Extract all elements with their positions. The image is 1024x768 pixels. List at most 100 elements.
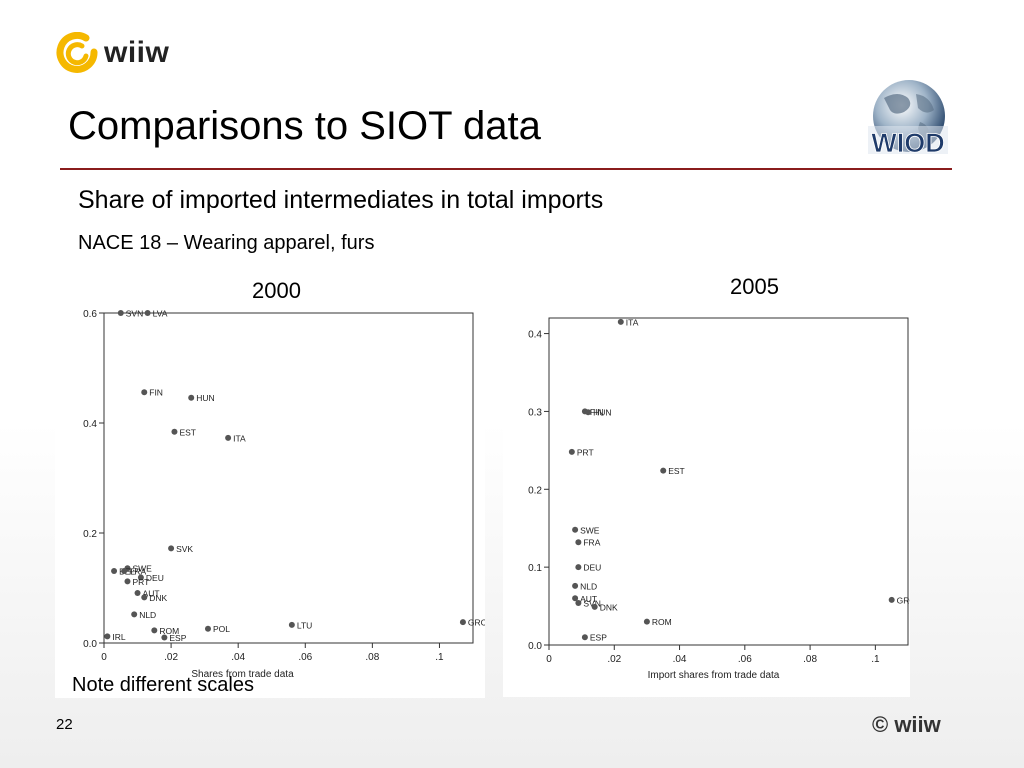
y-tick-label-2000: 0.0 <box>83 639 97 650</box>
point-label-hun-2000: HUN <box>196 393 214 403</box>
point-rom-2005 <box>643 618 650 625</box>
point-pol-2000 <box>204 625 211 632</box>
page-number: 22 <box>56 716 73 733</box>
x-tick-label-2005: .04 <box>673 654 687 665</box>
point-label-fin-2005: FIN <box>590 407 604 417</box>
point-fin-2000 <box>141 389 148 396</box>
sector-label: NACE 18 – Wearing apparel, furs <box>78 232 375 254</box>
point-label-ltu-2000: LTU <box>297 620 312 630</box>
point-label-ita-2005: ITA <box>626 317 639 327</box>
point-label-lva-2000: LVA <box>153 309 168 319</box>
x-tick-label-2005: .1 <box>871 654 880 665</box>
y-tick-label-2005: 0.0 <box>528 641 542 652</box>
wiiw-logo-text: wiiw <box>104 36 170 69</box>
page-title: Comparisons to SIOT data <box>68 104 541 148</box>
plot-frame-2005 <box>548 317 909 646</box>
scatter-plot-2000: 0.0 0.2 0.4 0.6 0 .02 .04 .06 .08 .1 Shares from t… <box>83 309 485 681</box>
point-label-swe-2000: SWE <box>132 564 152 574</box>
point-label-hun-2005: HUN <box>593 408 611 418</box>
point-fra-2005 <box>575 539 582 546</box>
scatter-plot-2005: 0.0 0.1 0.2 0.3 0.4 0 .02 .04 .06 .08 .1 Import sha… <box>528 317 910 681</box>
point-label-svn-2005: SVN <box>583 598 600 608</box>
point-label-dnk-2000: DNK <box>149 593 167 603</box>
point-label-svn-2000: SVN <box>126 309 143 319</box>
y-tick-label-2000: 0.4 <box>83 419 97 430</box>
point-label-irl-2000: IRL <box>112 632 126 642</box>
point-bel-2000 <box>111 567 118 574</box>
point-lva-2000 <box>144 310 151 316</box>
y-tick-label-2005: 0.1 <box>528 563 542 574</box>
point-label-aut-2005: AUT <box>580 594 597 604</box>
wiod-logo: WIOD <box>864 76 950 160</box>
point-est-2000 <box>171 428 178 435</box>
point-svn-2005 <box>575 599 582 606</box>
point-label-prt-2005: PRT <box>577 447 594 457</box>
point-label-dnk-2005: DNK <box>600 602 618 612</box>
point-label-grc-2000: GRC <box>468 618 485 628</box>
wiod-logo-text: WIOD <box>871 128 945 158</box>
point-nld-2000 <box>131 611 138 618</box>
point-swe-2005 <box>572 526 579 533</box>
chart-subtitle: Share of imported intermediates in total… <box>78 186 604 214</box>
x-tick-label-2000: .04 <box>231 652 245 663</box>
point-rom-2000 <box>151 627 158 634</box>
point-hun-2005 <box>585 409 592 416</box>
point-ita-2005 <box>617 318 624 325</box>
point-est-2005 <box>660 467 667 474</box>
wiiw-logo-icon <box>56 32 98 73</box>
point-aut-2005 <box>572 595 579 602</box>
point-label-bel-2000: BEL <box>119 566 135 576</box>
point-label-aut-2000: AUT <box>143 588 160 598</box>
point-label-rom-2000: ROM <box>159 626 179 636</box>
x-tick-label-2000: .06 <box>298 652 312 663</box>
point-label-prt-2000: PRT <box>132 577 149 587</box>
point-nld-2005 <box>572 582 579 589</box>
x-tick-label-2005: 0 <box>546 654 552 665</box>
point-fra-2000 <box>121 567 128 574</box>
point-label-svk-2000: SVK <box>176 544 193 554</box>
y-tick-label-2000: 0.6 <box>83 309 97 320</box>
point-label-deu-2000: DEU <box>146 573 164 583</box>
point-label-grc-2005: GRC <box>897 595 910 605</box>
plot-frame-2000 <box>103 312 474 644</box>
x-tick-label-2005: .02 <box>607 654 621 665</box>
point-esp-2005 <box>581 634 588 641</box>
x-tick-label-2000: .08 <box>365 652 379 663</box>
scatter-chart-2000: 0.0 0.2 0.4 0.6 0 .02 .04 .06 .08 .1 Shares from t… <box>55 298 485 698</box>
point-grc-2005 <box>888 596 895 603</box>
point-dnk-2000 <box>141 594 148 601</box>
copyright-label: © wiiw <box>872 712 941 737</box>
x-tick-label-2000: .02 <box>164 652 178 663</box>
point-label-fra-2000: FRA <box>129 566 146 576</box>
point-ita-2000 <box>225 434 232 441</box>
point-svn-2000 <box>117 310 124 316</box>
point-label-rom-2005: ROM <box>652 617 672 627</box>
y-tick-label-2005: 0.3 <box>528 407 542 418</box>
point-deu-2000 <box>137 574 144 581</box>
point-label-nld-2000: NLD <box>139 610 156 620</box>
point-svk-2000 <box>168 545 175 552</box>
x-axis-label-2005: Import shares from trade data <box>648 670 780 681</box>
x-axis-label-2000: Shares from trade data <box>191 669 294 680</box>
x-tick-label-2005: .08 <box>803 654 817 665</box>
title-divider <box>60 168 952 170</box>
point-label-fra-2005: FRA <box>583 538 600 548</box>
scale-note: Note different scales <box>72 674 254 696</box>
point-label-pol-2000: POL <box>213 624 230 634</box>
y-tick-label-2005: 0.4 <box>528 330 542 341</box>
point-label-ita-2000: ITA <box>233 433 246 443</box>
point-label-nld-2005: NLD <box>580 581 597 591</box>
point-label-deu-2005: DEU <box>583 563 601 573</box>
point-prt-2000 <box>124 578 131 585</box>
x-tick-label-2005: .06 <box>738 654 752 665</box>
year-label-2005: 2005 <box>730 274 779 299</box>
point-label-est-2005: EST <box>668 466 685 476</box>
y-tick-label-2005: 0.2 <box>528 485 542 496</box>
point-prt-2005 <box>568 448 575 455</box>
point-ltu-2000 <box>288 621 295 628</box>
point-hun-2000 <box>188 394 195 401</box>
point-label-esp-2000: ESP <box>169 633 186 643</box>
scatter-chart-2005: 0.0 0.1 0.2 0.3 0.4 0 .02 .04 .06 .08 .1 Import sha… <box>503 302 910 697</box>
x-tick-label-2000: 0 <box>101 652 107 663</box>
point-label-fin-2000: FIN <box>149 388 163 398</box>
